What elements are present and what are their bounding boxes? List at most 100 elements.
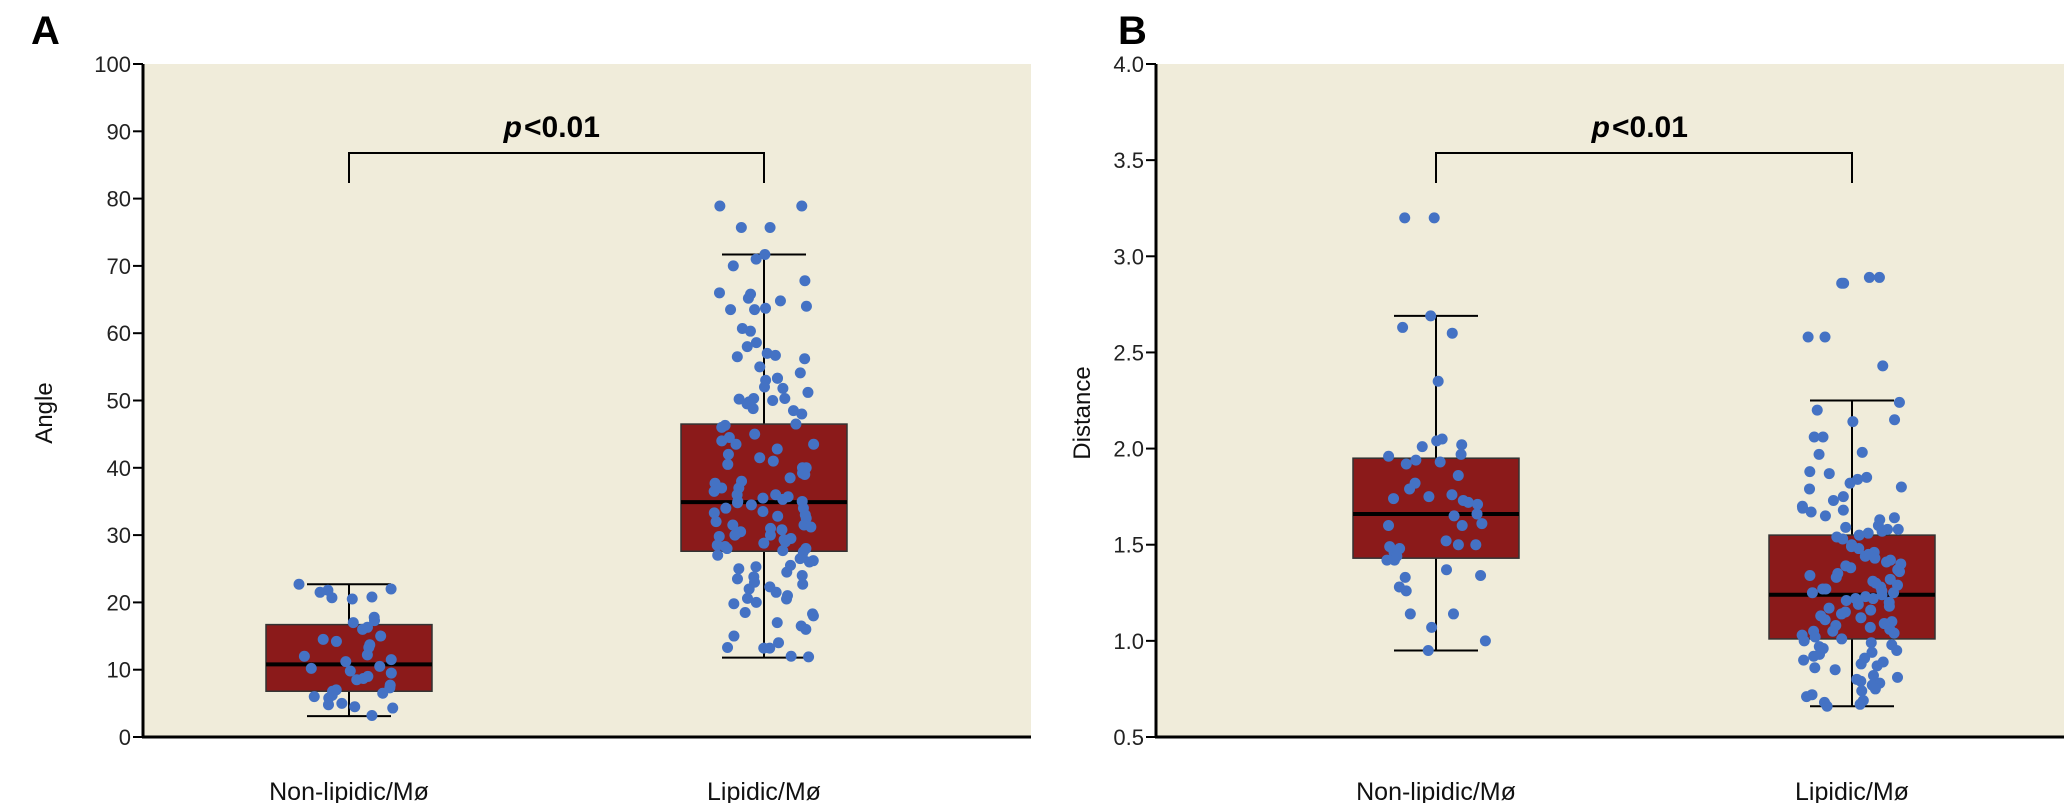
y-tick-label: 3.0 xyxy=(1113,244,1144,269)
data-point xyxy=(771,617,783,629)
category-label-b-1: Lipidic/Mø xyxy=(1795,778,1909,803)
data-point xyxy=(750,337,762,349)
data-point xyxy=(722,448,734,460)
data-point xyxy=(749,304,761,316)
y-tick-label: 100 xyxy=(94,52,131,77)
data-point xyxy=(1873,271,1885,283)
data-point xyxy=(1809,662,1821,674)
data-point xyxy=(1891,644,1903,656)
data-point xyxy=(729,529,741,541)
data-point xyxy=(742,292,754,304)
data-point xyxy=(322,699,334,711)
data-point xyxy=(1455,448,1467,460)
data-point xyxy=(785,650,797,662)
data-point xyxy=(1819,510,1831,522)
data-point xyxy=(773,637,785,649)
data-point xyxy=(796,200,808,212)
y-tick-label: 1.5 xyxy=(1113,533,1144,558)
data-point xyxy=(377,687,389,699)
data-point xyxy=(708,507,720,519)
data-point xyxy=(784,472,796,484)
data-point xyxy=(1423,491,1435,503)
data-point xyxy=(771,443,783,455)
data-point xyxy=(1855,658,1867,670)
data-point xyxy=(771,372,783,384)
data-point xyxy=(385,654,397,666)
data-point xyxy=(1893,396,1905,408)
data-point xyxy=(1865,637,1877,649)
data-point xyxy=(1853,529,1865,541)
data-point xyxy=(728,598,740,610)
data-point xyxy=(1845,562,1857,574)
data-point xyxy=(750,596,762,608)
data-point xyxy=(750,253,762,265)
data-point xyxy=(1862,527,1874,539)
data-point xyxy=(1876,525,1888,537)
data-point xyxy=(1804,466,1816,478)
panel-label-b: B xyxy=(1118,9,1147,53)
data-point xyxy=(1853,543,1865,555)
data-point xyxy=(802,386,814,398)
data-point xyxy=(747,403,759,415)
data-point xyxy=(794,553,806,565)
significance-bracket xyxy=(348,152,765,183)
data-point xyxy=(733,563,745,575)
data-point xyxy=(722,641,734,653)
y-tick-label: 30 xyxy=(107,523,131,548)
data-point xyxy=(1823,602,1835,614)
p-threshold-b: <0.01 xyxy=(1612,111,1688,144)
data-point xyxy=(1452,469,1464,481)
y-axis-label-b: Distance xyxy=(1069,366,1096,459)
data-point xyxy=(1476,518,1488,530)
data-point xyxy=(1397,321,1409,333)
data-point xyxy=(385,667,397,679)
data-point xyxy=(1838,277,1850,289)
panel-b-distance-chart: B Distance Non-lipidic/Mø Lipidic/Mø p <… xyxy=(1069,9,2064,803)
data-point xyxy=(1883,600,1895,612)
data-point xyxy=(1808,431,1820,443)
data-point xyxy=(1895,481,1907,493)
data-point xyxy=(1837,533,1849,545)
data-point xyxy=(722,458,734,470)
data-point xyxy=(714,200,726,212)
data-point xyxy=(349,701,361,713)
data-point xyxy=(733,393,745,405)
data-point xyxy=(794,367,806,379)
data-point xyxy=(799,353,811,365)
data-point xyxy=(1806,587,1818,599)
data-point xyxy=(1888,627,1900,639)
data-point xyxy=(1462,496,1474,508)
data-point xyxy=(347,617,359,629)
data-point xyxy=(1447,608,1459,620)
data-point xyxy=(1852,598,1864,610)
data-point xyxy=(797,578,809,590)
data-point xyxy=(769,349,781,361)
data-point xyxy=(340,656,352,668)
y-tick-label: 70 xyxy=(107,254,131,279)
data-point xyxy=(1837,504,1849,516)
data-point xyxy=(1837,491,1849,503)
data-point xyxy=(314,586,326,598)
data-point xyxy=(764,529,776,541)
data-point xyxy=(326,592,338,604)
data-point xyxy=(1425,310,1437,322)
data-point xyxy=(1479,635,1491,647)
p-italic-a: p xyxy=(503,111,522,144)
data-point xyxy=(741,341,753,353)
data-point xyxy=(1819,331,1831,343)
data-point xyxy=(1400,458,1412,470)
data-point xyxy=(713,530,725,542)
data-point xyxy=(708,485,720,497)
data-point xyxy=(1383,450,1395,462)
data-point xyxy=(807,610,819,622)
y-tick-label: 0 xyxy=(119,725,131,750)
data-point xyxy=(1426,621,1438,633)
data-point xyxy=(800,300,812,312)
data-point xyxy=(720,502,732,514)
iqr-box xyxy=(680,423,848,553)
data-point xyxy=(805,521,817,533)
y-tick-label: 60 xyxy=(107,321,131,346)
data-point xyxy=(1864,621,1876,633)
data-point xyxy=(1381,554,1393,566)
